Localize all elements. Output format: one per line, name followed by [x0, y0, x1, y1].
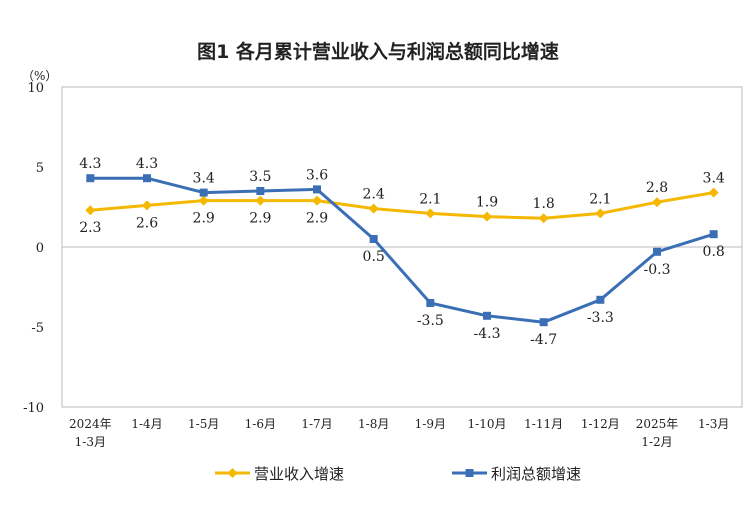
- legend-marker: [227, 468, 238, 478]
- data-point: [538, 213, 549, 224]
- x-tick-label: 2025年: [636, 417, 679, 431]
- data-point: [85, 205, 96, 216]
- data-point: [199, 188, 208, 197]
- x-tick-label: 1-3月: [698, 417, 729, 431]
- data-point: [312, 195, 322, 206]
- y-tick-label: 10: [27, 81, 44, 96]
- series-line: [90, 191, 714, 220]
- legend-marker: [465, 469, 474, 477]
- data-label: 3.6: [306, 167, 328, 183]
- x-tick-label: 1-3月: [75, 435, 106, 449]
- data-point: [596, 295, 605, 304]
- data-point: [539, 318, 548, 327]
- data-point: [483, 311, 491, 320]
- data-point: [313, 185, 321, 194]
- data-point: [256, 187, 265, 195]
- data-point: [369, 235, 378, 243]
- y-tick-label: 0: [36, 241, 44, 256]
- x-tick-label: 1-7月: [301, 417, 332, 431]
- data-point: [368, 203, 379, 214]
- data-label: 4.3: [79, 156, 101, 172]
- data-label: 2.6: [136, 215, 158, 231]
- data-point: [198, 195, 209, 206]
- data-label: -3.5: [417, 313, 444, 329]
- data-point: [708, 187, 719, 198]
- data-label: -4.7: [530, 332, 557, 348]
- x-tick-label: 1-10月: [468, 417, 507, 431]
- y-tick-label: 5: [36, 161, 44, 176]
- data-label: 0.8: [703, 244, 725, 260]
- data-label: 2.9: [306, 211, 328, 227]
- y-axis-unit: （%）: [22, 69, 57, 83]
- x-tick-label: 1-12月: [581, 417, 620, 431]
- legend-label: 利润总额增速: [491, 465, 581, 483]
- series-line: [90, 176, 715, 324]
- data-label: 4.3: [136, 156, 158, 172]
- data-label: 3.4: [703, 171, 725, 187]
- data-point: [142, 200, 152, 211]
- data-label: -0.3: [644, 262, 671, 278]
- y-tick-label: -10: [23, 401, 44, 416]
- legend-label: 营业收入增速: [254, 465, 344, 483]
- data-label: 2.9: [193, 211, 215, 227]
- data-point: [595, 208, 606, 219]
- x-tick-label: 1-9月: [415, 417, 446, 431]
- chart-title: 图1 各月累计营业收入与利润总额同比增速: [197, 40, 559, 63]
- x-tick-label: 1-5月: [188, 417, 219, 431]
- data-point: [425, 208, 436, 219]
- y-tick-label: -5: [31, 321, 44, 336]
- data-label: 3.4: [193, 171, 215, 187]
- x-tick-label: 2024年: [69, 417, 112, 431]
- data-label: 2.9: [249, 211, 271, 227]
- data-point: [482, 211, 492, 222]
- x-tick-label: 1-2月: [641, 435, 672, 449]
- data-label: 2.1: [589, 191, 611, 207]
- data-label: -4.3: [474, 326, 501, 342]
- data-label: 1.8: [533, 196, 555, 212]
- data-point: [709, 230, 718, 239]
- x-tick-label: 1-6月: [245, 417, 276, 431]
- data-point: [255, 195, 266, 206]
- data-point: [653, 247, 661, 256]
- data-point: [86, 174, 95, 183]
- data-label: 2.3: [79, 220, 101, 236]
- data-point: [652, 197, 662, 208]
- data-label: -3.3: [587, 310, 614, 326]
- data-label: 0.5: [363, 249, 385, 265]
- data-label: 2.8: [646, 180, 668, 196]
- data-label: 2.1: [419, 191, 441, 207]
- data-label: 1.9: [476, 195, 498, 211]
- data-point: [143, 174, 151, 183]
- x-tick-label: 1-4月: [131, 417, 162, 431]
- x-tick-label: 1-8月: [358, 417, 389, 431]
- data-label: 3.5: [249, 169, 271, 185]
- data-point: [426, 299, 435, 307]
- data-label: 2.4: [363, 187, 385, 203]
- x-tick-label: 1-11月: [524, 417, 563, 431]
